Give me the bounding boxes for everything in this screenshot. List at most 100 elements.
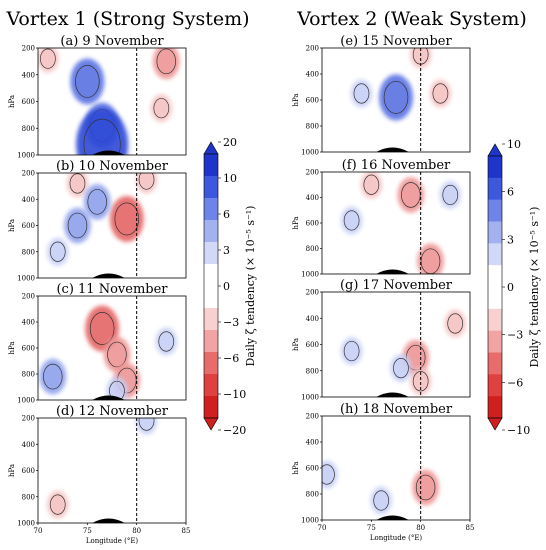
colorbar-tick-label: 10 [507, 138, 521, 151]
x-tick-label: 70 [34, 527, 43, 535]
vorticity-contour [383, 80, 409, 114]
y-tick-label: 1000 [17, 397, 35, 405]
panel-5: 200 400 600 800 1000 hPa (e) 15 November [292, 34, 471, 157]
x-tick-label: 80 [416, 524, 425, 532]
panel-1: 200 400 600 800 1000 hPa (a) 9 November [8, 34, 187, 160]
colorbar-segment [488, 352, 502, 375]
y-axis-label: hPa [8, 219, 16, 232]
y-tick-label: 800 [306, 245, 319, 253]
colorbar-segment [204, 308, 218, 331]
y-tick-label: 600 [306, 465, 319, 473]
y-tick-label: 800 [22, 125, 35, 133]
colorbar-segment [204, 286, 218, 309]
colorbar-segment [488, 221, 502, 244]
y-tick-label: 1000 [17, 520, 35, 528]
vorticity-contour [43, 363, 63, 390]
colorbar-tick-label: −10 [507, 424, 530, 437]
panel-6: 200 400 600 800 1000 hPa (f) 16 November [292, 158, 471, 279]
y-tick-label: 800 [22, 371, 35, 379]
tendency-blob [76, 108, 129, 155]
vorticity-contour [412, 371, 429, 392]
shading-layer [47, 173, 158, 278]
y-tick-label: 600 [22, 467, 35, 475]
terrain-shape [92, 273, 125, 278]
y-tick-label: 800 [306, 123, 319, 131]
y-tick-label: 800 [306, 367, 319, 375]
x-tick-label: 85 [466, 524, 475, 532]
colorbar-segment [488, 156, 502, 179]
colorbar-tick-label: 0 [507, 281, 514, 294]
colorbar-1: 20 10 6 3 0 −3 −6 −10 −20 Daily ζ tendency (× 10⁻… [203, 136, 257, 437]
vorticity-contour [107, 341, 127, 368]
colorbar-segment [488, 330, 502, 353]
y-axis-label: hPa [8, 341, 16, 354]
colorbar-segment [204, 176, 218, 199]
vorticity-contour [138, 173, 155, 190]
tendency-blob [106, 377, 128, 400]
vorticity-contour [138, 418, 155, 431]
vorticity-contour [114, 202, 140, 236]
colorbar-2: 10 6 3 0 −3 −6 −10 Daily ζ tendency (× 10⁻⁵ s⁻¹… [487, 138, 541, 437]
colorbar-label: Daily ζ tendency (× 10⁻⁵ s⁻¹) [244, 206, 257, 367]
y-tick-label: 600 [306, 341, 319, 349]
colorbar-tick-label: −3 [507, 329, 523, 342]
y-tick-label: 600 [22, 345, 35, 353]
x-tick-label: 70 [318, 524, 327, 532]
y-tick-label: 400 [306, 315, 319, 323]
colorbar-label: Daily ζ tendency (× 10⁻⁵ s⁻¹) [528, 207, 541, 368]
x-tick-label: 85 [182, 527, 191, 535]
y-tick-label: 1000 [301, 394, 319, 402]
y-tick-label: 400 [306, 194, 319, 202]
colorbar-segment [488, 177, 502, 200]
y-tick-label: 200 [22, 45, 35, 53]
colorbar-segment [488, 265, 502, 288]
vorticity-contour [363, 174, 380, 195]
colorbar-tick-label: 3 [507, 233, 514, 246]
shading-layer [38, 48, 180, 155]
colorbar-segment [204, 352, 218, 375]
panel-title: (d) 12 November [56, 404, 169, 419]
colorbar-tick-label: −20 [223, 424, 246, 437]
tendency-blob [66, 173, 89, 198]
panel-title: (e) 15 November [340, 34, 452, 49]
colorbar-tick-label: 6 [223, 208, 230, 221]
terrain-shape [376, 392, 409, 397]
colorbar-arrow-bottom [487, 417, 503, 431]
terrain-shape [92, 518, 125, 523]
colorbar-segment [204, 330, 218, 353]
vorticity-contour [69, 173, 86, 194]
tendency-blob [417, 243, 444, 274]
colorbar-segment [488, 287, 502, 310]
tendency-blob [135, 418, 158, 435]
colorbar-segment [204, 374, 218, 397]
terrain-shape [92, 395, 125, 400]
panel-title: (h) 18 November [340, 402, 453, 417]
vorticity-contour [89, 312, 115, 345]
colorbar-segment [488, 199, 502, 222]
colorbar-tick-label: −10 [223, 388, 246, 401]
y-tick-label: 400 [22, 71, 35, 79]
colorbar-segment [488, 396, 502, 419]
vorticity-contour [40, 48, 56, 69]
colorbar-segment [488, 374, 502, 397]
vorticity-contour [322, 464, 335, 485]
y-tick-label: 1000 [301, 517, 319, 525]
y-tick-label: 1000 [301, 149, 319, 157]
x-tick-label: 75 [367, 524, 376, 532]
y-tick-label: 200 [22, 170, 35, 178]
y-axis-label: hPa [8, 95, 16, 108]
vorticity-contour [49, 241, 66, 262]
panel-2: 200 400 600 800 1000 hPa (b) 10 November [8, 159, 187, 283]
column-title-vortex-2: Vortex 2 (Weak System) [296, 8, 527, 30]
terrain-shape [92, 150, 125, 155]
terrain-shape [376, 269, 409, 274]
x-tick-label: 75 [83, 527, 92, 535]
panel-8: 200 400 600 800 1000 hPa (h) 18 November 70 75 80… [292, 402, 474, 542]
colorbar-segment [488, 243, 502, 266]
y-tick-label: 1000 [17, 152, 35, 160]
panel-title: (g) 17 November [340, 278, 453, 293]
vorticity-contour [432, 83, 449, 104]
y-tick-label: 1000 [301, 271, 319, 279]
colorbar-segment [204, 220, 218, 243]
